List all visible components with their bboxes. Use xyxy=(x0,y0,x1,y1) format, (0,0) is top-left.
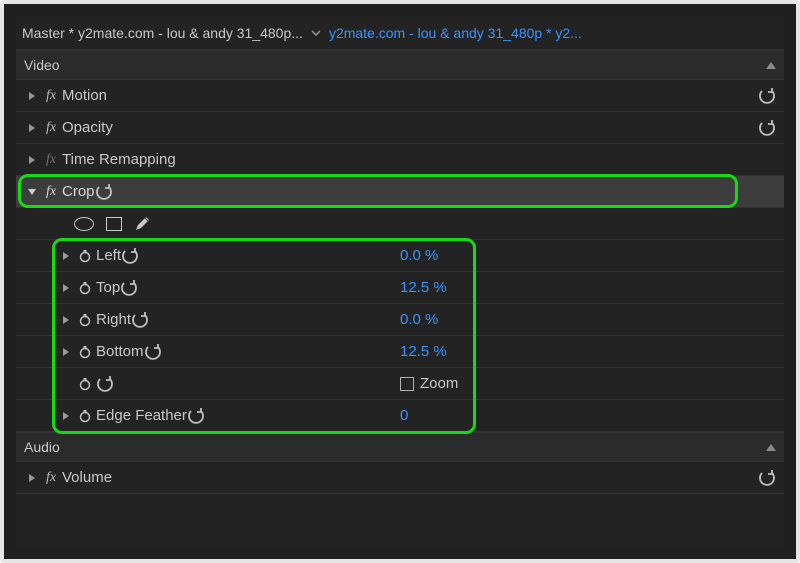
reset-icon[interactable] xyxy=(758,119,776,137)
effect-opacity[interactable]: fx Opacity xyxy=(16,112,784,144)
section-video[interactable]: Video xyxy=(16,50,784,80)
reset-icon[interactable] xyxy=(131,311,149,329)
prop-right[interactable]: Right 0.0 % xyxy=(16,304,784,336)
prop-top[interactable]: Top 12.5 % xyxy=(16,272,784,304)
expand-icon[interactable] xyxy=(24,473,40,483)
tab-source[interactable]: y2mate.com - lou & andy 31_480p * y2... xyxy=(329,25,582,41)
effect-time-remapping[interactable]: fx Time Remapping xyxy=(16,144,784,176)
checkbox-icon[interactable] xyxy=(400,377,414,391)
expand-icon[interactable] xyxy=(58,283,74,293)
reset-icon[interactable] xyxy=(96,375,114,393)
effect-volume-label: Volume xyxy=(62,469,112,486)
stopwatch-icon[interactable] xyxy=(74,377,96,391)
expand-icon[interactable] xyxy=(24,123,40,133)
reset-icon[interactable] xyxy=(120,279,138,297)
chevron-down-icon[interactable] xyxy=(311,28,321,38)
stopwatch-icon[interactable] xyxy=(74,313,96,327)
effect-time-remapping-label: Time Remapping xyxy=(62,151,176,168)
prop-top-value[interactable]: 12.5 % xyxy=(400,279,447,296)
section-video-label: Video xyxy=(24,57,60,73)
expand-icon[interactable] xyxy=(58,315,74,325)
collapse-icon[interactable] xyxy=(766,444,776,451)
effect-controls-panel: Master * y2mate.com - lou & andy 31_480p… xyxy=(16,16,784,547)
stopwatch-icon[interactable] xyxy=(74,249,96,263)
expand-icon[interactable] xyxy=(58,347,74,357)
expand-icon[interactable] xyxy=(24,91,40,101)
prop-zoom-checkbox[interactable]: Zoom xyxy=(400,375,458,392)
ellipse-mask-icon[interactable] xyxy=(74,217,94,231)
pen-mask-icon[interactable] xyxy=(134,216,150,232)
tab-master[interactable]: Master * y2mate.com - lou & andy 31_480p… xyxy=(22,25,303,41)
effect-motion-label: Motion xyxy=(62,87,107,104)
fx-badge-icon[interactable]: fx xyxy=(40,470,62,486)
prop-edge-feather-value[interactable]: 0 xyxy=(400,407,408,424)
prop-zoom[interactable]: Zoom xyxy=(16,368,784,400)
prop-left-value[interactable]: 0.0 % xyxy=(400,247,438,264)
prop-bottom-value[interactable]: 12.5 % xyxy=(400,343,447,360)
fx-badge-icon[interactable]: fx xyxy=(40,120,62,136)
prop-edge-feather-label: Edge Feather xyxy=(96,407,187,424)
reset-icon[interactable] xyxy=(758,469,776,487)
stopwatch-icon[interactable] xyxy=(74,345,96,359)
expand-icon[interactable] xyxy=(58,251,74,261)
effect-motion[interactable]: fx Motion xyxy=(16,80,784,112)
mask-shape-tools xyxy=(16,208,784,240)
fx-badge-icon[interactable]: fx xyxy=(40,152,62,168)
prop-right-label: Right xyxy=(96,311,131,328)
rectangle-mask-icon[interactable] xyxy=(106,217,122,231)
effect-opacity-label: Opacity xyxy=(62,119,113,136)
prop-top-label: Top xyxy=(96,279,120,296)
prop-bottom[interactable]: Bottom 12.5 % xyxy=(16,336,784,368)
prop-right-value[interactable]: 0.0 % xyxy=(400,311,438,328)
prop-left-label: Left xyxy=(96,247,121,264)
reset-icon[interactable] xyxy=(121,247,139,265)
prop-zoom-label: Zoom xyxy=(420,375,458,392)
prop-bottom-label: Bottom xyxy=(96,343,144,360)
collapse-icon[interactable] xyxy=(766,62,776,69)
tab-bar: Master * y2mate.com - lou & andy 31_480p… xyxy=(16,16,784,50)
section-audio[interactable]: Audio xyxy=(16,432,784,462)
fx-badge-icon[interactable]: fx xyxy=(40,88,62,104)
prop-edge-feather[interactable]: Edge Feather 0 xyxy=(16,400,784,432)
effect-volume[interactable]: fx Volume xyxy=(16,462,784,494)
prop-left[interactable]: Left 0.0 % xyxy=(16,240,784,272)
collapse-icon[interactable] xyxy=(24,188,40,196)
reset-icon[interactable] xyxy=(95,183,113,201)
reset-icon[interactable] xyxy=(144,343,162,361)
fx-badge-icon[interactable]: fx xyxy=(40,184,62,200)
stopwatch-icon[interactable] xyxy=(74,281,96,295)
expand-icon[interactable] xyxy=(24,155,40,165)
expand-icon[interactable] xyxy=(58,411,74,421)
stopwatch-icon[interactable] xyxy=(74,409,96,423)
effect-crop[interactable]: fx Crop xyxy=(16,176,784,208)
effect-crop-label: Crop xyxy=(62,183,95,200)
reset-icon[interactable] xyxy=(758,87,776,105)
section-audio-label: Audio xyxy=(24,439,60,455)
reset-icon[interactable] xyxy=(187,407,205,425)
